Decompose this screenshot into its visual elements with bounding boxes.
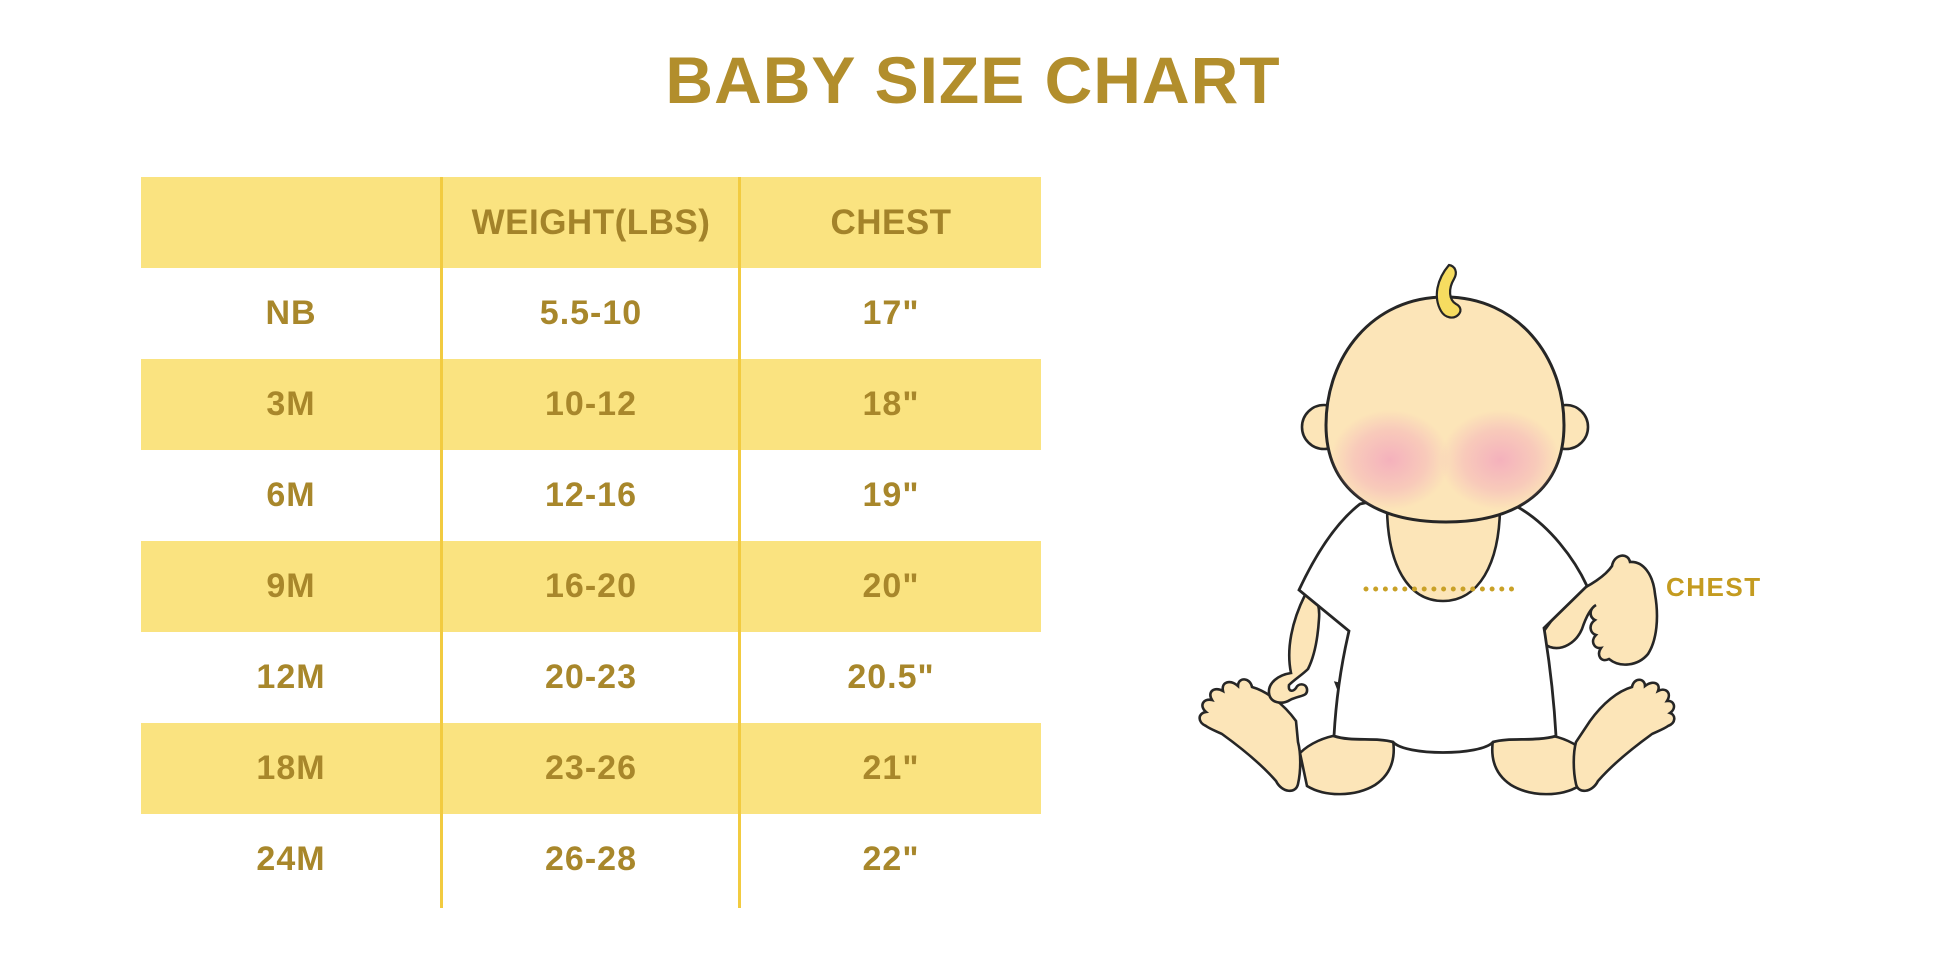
baby-illustration	[1198, 263, 1676, 796]
cell-weight: 26-28	[545, 840, 637, 878]
table-body: NB 5.5-10 17" 3M 10-12 18" 6M 12-16 19" 9M 16-20 20…	[141, 268, 1041, 905]
cell-chest: 22"	[862, 840, 920, 878]
cell-weight: 5.5-10	[539, 294, 643, 332]
table-row: 3M 10-12 18"	[141, 359, 1041, 450]
size-table: WEIGHT(LBS) CHEST NB 5.5-10 17" 3M 10-12 18" 6…	[141, 177, 1041, 908]
baby-arm-right	[1540, 554, 1659, 666]
cell-chest: 18"	[862, 385, 920, 423]
column-divider	[738, 177, 741, 908]
cell-weight: 16-20	[545, 567, 637, 605]
chest-label: CHEST	[1666, 572, 1762, 602]
cell-chest: 20"	[862, 567, 920, 605]
cell-chest: 17"	[862, 294, 920, 332]
cell-weight: 23-26	[545, 749, 637, 787]
cell-size: NB	[265, 294, 317, 332]
baby-foot-left	[1198, 678, 1302, 793]
cell-size: 9M	[266, 567, 316, 605]
page-title: BABY SIZE CHART	[665, 43, 1281, 117]
table-row: 12M 20-23 20.5"	[141, 632, 1041, 723]
table-header-row: WEIGHT(LBS) CHEST	[141, 177, 1041, 268]
baby-hair-curl-icon	[1435, 263, 1462, 319]
cell-weight: 20-23	[545, 658, 637, 696]
cell-weight: 10-12	[545, 385, 637, 423]
baby-neck	[1385, 503, 1502, 603]
cell-size: 12M	[256, 658, 326, 696]
header-cell-chest: CHEST	[830, 202, 952, 242]
baby-foot-right	[1572, 678, 1676, 793]
table-row: 24M 26-28 22"	[141, 814, 1041, 905]
cell-chest: 20.5"	[847, 658, 935, 696]
table-row: 18M 23-26 21"	[141, 723, 1041, 814]
baby-arm-left	[1267, 593, 1321, 704]
cell-size: 18M	[256, 749, 326, 787]
baby-blush	[1330, 410, 1560, 510]
header-cell-size	[141, 177, 441, 268]
cell-chest: 21"	[862, 749, 920, 787]
cell-chest: 19"	[862, 476, 920, 514]
cell-size: 3M	[266, 385, 316, 423]
table-row: 9M 16-20 20"	[141, 541, 1041, 632]
column-divider	[440, 177, 443, 908]
header-cell-weight: WEIGHT(LBS)	[471, 202, 711, 242]
cell-size: 24M	[256, 840, 326, 878]
baby-torso	[1297, 494, 1589, 754]
cell-weight: 12-16	[545, 476, 637, 514]
table-row: NB 5.5-10 17"	[141, 268, 1041, 359]
table-row: 6M 12-16 19"	[141, 450, 1041, 541]
cell-size: 6M	[266, 476, 316, 514]
